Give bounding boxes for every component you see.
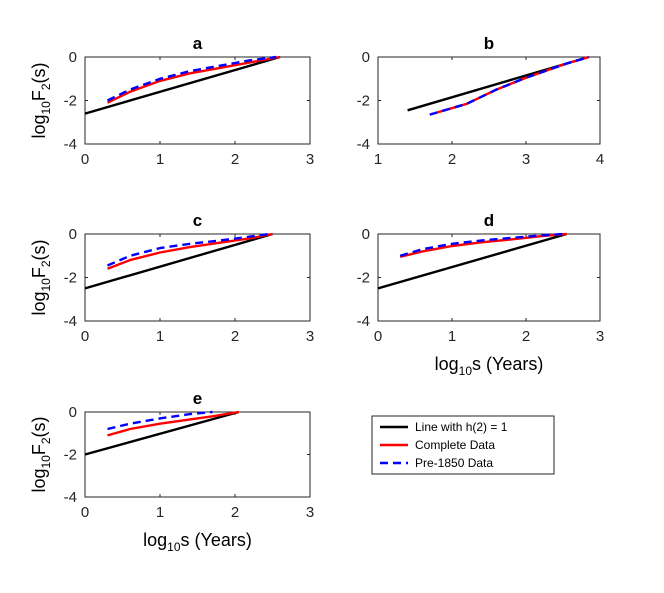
panel-title: a: [193, 34, 203, 53]
x-tick-label: 2: [231, 504, 239, 521]
legend-items: Line with h(2) = 1 Complete Data Pre-1850 …: [380, 420, 508, 470]
x-tick-label: 2: [448, 151, 456, 168]
x-tick-label: 2: [231, 151, 239, 168]
series-line-2: [107, 232, 273, 270]
x-tick-label: 1: [156, 151, 164, 168]
legend-label: Pre-1850 Data: [415, 456, 493, 470]
y-tick-label: -2: [64, 447, 77, 464]
series-line-3: [107, 232, 269, 267]
y-tick-label: -4: [64, 136, 77, 153]
x-tick-label: 3: [522, 151, 530, 168]
y-axis-label: log10F2(s): [29, 62, 53, 138]
x-tick-label: 0: [81, 504, 89, 521]
y-tick-label: -2: [64, 270, 77, 287]
x-tick-label: 3: [596, 328, 604, 345]
x-tick-label: 2: [231, 328, 239, 345]
y-tick-label: -2: [357, 93, 370, 110]
series-line-3: [399, 232, 564, 257]
y-tick-label: 0: [69, 226, 77, 243]
x-tick-label: 4: [596, 151, 604, 168]
panel-e: 0 1 2 3 0 -2 -4 e log10F2(s) log10s (Years): [29, 389, 314, 554]
legend: Line with h(2) = 1 Complete Data Pre-1850 …: [371, 415, 555, 475]
y-tick-label: -2: [357, 270, 370, 287]
series-line-2: [107, 410, 239, 437]
x-tick-label: 1: [374, 151, 382, 168]
panel-b: 1 2 3 4 0 -2 -4 b: [357, 34, 605, 168]
y-tick-label: 0: [362, 226, 370, 243]
panels: 0 1 2 3 0 -2 -4 a log10F2(s) 1 2 3 4 0 -2 -4 b 0 1 2 3 0 -2 -4 c…: [29, 34, 604, 554]
panel-a: 0 1 2 3 0 -2 -4 a log10F2(s): [29, 34, 314, 168]
x-tick-label: 1: [156, 328, 164, 345]
x-tick-label: 1: [156, 504, 164, 521]
series-line-3: [107, 410, 213, 431]
y-tick-label: -4: [64, 489, 77, 506]
y-tick-label: -4: [357, 313, 370, 330]
panel-title: e: [193, 389, 202, 408]
series-line-2: [106, 55, 281, 104]
y-tick-label: -4: [357, 136, 370, 153]
series-line-1: [377, 232, 568, 290]
x-tick-label: 3: [306, 504, 314, 521]
y-tick-label: 0: [362, 49, 370, 66]
x-tick-label: 3: [306, 328, 314, 345]
series-line-1: [84, 410, 240, 456]
legend-label: Complete Data: [415, 438, 495, 452]
legend-label: Line with h(2) = 1: [415, 420, 508, 434]
series-line-1: [84, 232, 273, 290]
series-line-3: [429, 55, 590, 116]
y-tick-label: -2: [64, 93, 77, 110]
panel-title: b: [484, 34, 494, 53]
y-tick-label: 0: [69, 404, 77, 421]
x-tick-label: 3: [306, 151, 314, 168]
series-line-1: [84, 55, 281, 115]
x-axis-label: log10s (Years): [143, 530, 252, 554]
panel-title: d: [484, 211, 494, 230]
x-tick-label: 0: [81, 151, 89, 168]
y-axis-label: log10F2(s): [29, 416, 53, 492]
x-tick-label: 2: [522, 328, 530, 345]
series-line-2: [399, 232, 567, 258]
y-tick-label: -4: [64, 313, 77, 330]
panel-c: 0 1 2 3 0 -2 -4 c log10F2(s): [29, 211, 314, 345]
x-axis-label: log10s (Years): [435, 354, 544, 378]
y-axis-label: log10F2(s): [29, 239, 53, 315]
x-tick-label: 0: [374, 328, 382, 345]
y-tick-label: 0: [69, 49, 77, 66]
x-tick-label: 0: [81, 328, 89, 345]
x-tick-label: 1: [448, 328, 456, 345]
series-line-3: [106, 55, 277, 102]
panel-title: c: [193, 211, 202, 230]
panel-d: 0 1 2 3 0 -2 -4 d log10s (Years): [357, 211, 605, 378]
